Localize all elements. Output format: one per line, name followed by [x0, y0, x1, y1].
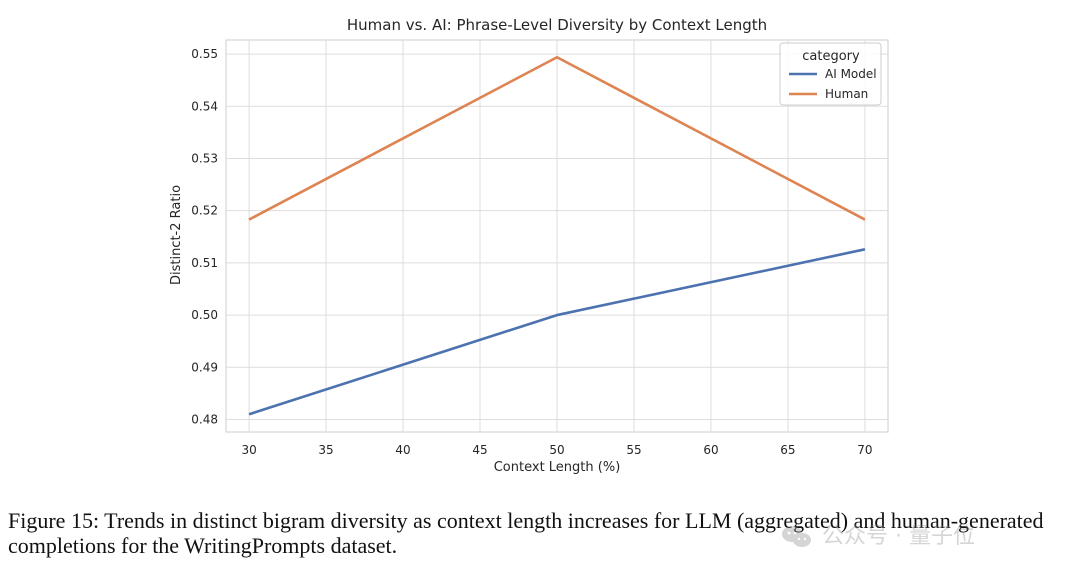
- x-tick-label: 60: [703, 443, 718, 457]
- x-tick-label: 50: [549, 443, 564, 457]
- x-tick-label: 35: [318, 443, 333, 457]
- series-line-ai-model: [248, 248, 866, 416]
- series-lines: [248, 55, 866, 416]
- y-tick-label: 0.55: [191, 47, 218, 61]
- y-tick-label: 0.53: [191, 151, 218, 165]
- legend: category AI Model Human: [779, 42, 882, 106]
- y-tick-label: 0.49: [191, 360, 218, 374]
- legend-box: [779, 42, 882, 106]
- figure-caption: Figure 15: Trends in distinct bigram div…: [8, 508, 1044, 558]
- x-tick-label: 55: [626, 443, 641, 457]
- y-tick-label: 0.48: [191, 412, 218, 426]
- y-tick-label: 0.52: [191, 204, 218, 218]
- y-tick-label: 0.50: [191, 308, 218, 322]
- legend-label-ai-model: AI Model: [825, 67, 877, 81]
- x-tick-label: 65: [780, 443, 795, 457]
- y-axis-label: Distinct-2 Ratio: [169, 185, 184, 285]
- x-tick-label: 45: [472, 443, 487, 457]
- x-tick-label: 40: [395, 443, 410, 457]
- legend-items: AI Model Human: [789, 67, 877, 101]
- legend-label-human: Human: [825, 87, 868, 101]
- x-tick-label: 30: [241, 443, 256, 457]
- series-line-human: [248, 55, 866, 221]
- x-axis-label: Context Length (%): [494, 460, 621, 475]
- y-tick-label: 0.51: [191, 256, 218, 270]
- legend-title: category: [802, 49, 860, 64]
- y-tick-label: 0.54: [191, 99, 218, 113]
- axis-ticks: 30 35 40 45 50 55 60 65 70 0.48 0.49 0.50 0.51 0.52 0.…: [191, 47, 872, 457]
- line-chart: 30 35 40 45 50 55 60 65 70 0.48 0.49 0.50 0.51 0.52 0.…: [169, 16, 889, 475]
- x-tick-label: 70: [857, 443, 872, 457]
- chart-title: Human vs. AI: Phrase-Level Diversity by …: [347, 16, 767, 34]
